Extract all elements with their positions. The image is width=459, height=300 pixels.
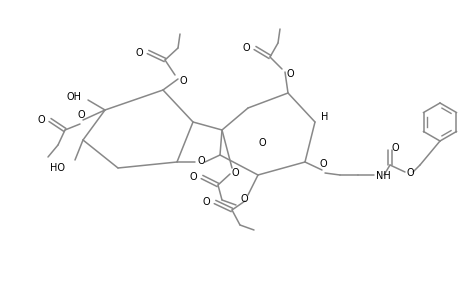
Text: HO: HO — [50, 163, 65, 173]
Text: O: O — [242, 43, 249, 53]
Text: O: O — [37, 115, 45, 125]
Text: O: O — [257, 138, 265, 148]
Text: NH: NH — [375, 171, 390, 181]
Text: O: O — [390, 143, 398, 153]
Text: O: O — [179, 76, 186, 86]
Text: O: O — [202, 197, 210, 207]
Text: H: H — [321, 112, 328, 122]
Text: O: O — [240, 194, 247, 204]
Text: O: O — [197, 156, 204, 166]
Text: OH: OH — [67, 92, 82, 102]
Text: O: O — [231, 168, 238, 178]
Text: O: O — [77, 110, 84, 120]
Text: O: O — [135, 48, 143, 58]
Text: O: O — [285, 69, 293, 79]
Text: O: O — [189, 172, 196, 182]
Text: O: O — [405, 168, 413, 178]
Text: O: O — [319, 159, 326, 169]
